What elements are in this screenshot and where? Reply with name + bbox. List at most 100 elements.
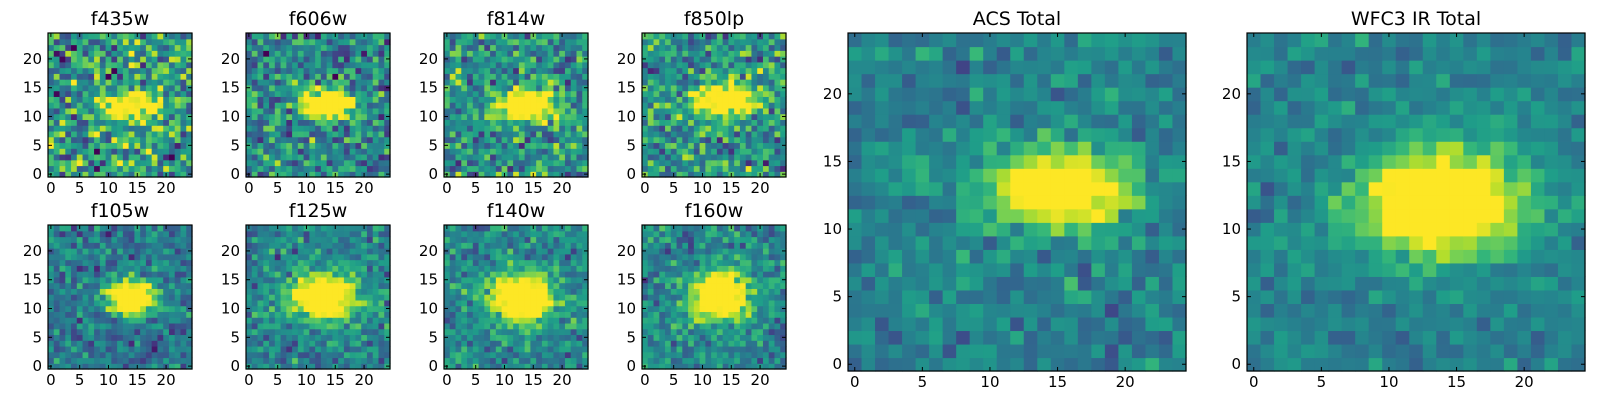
heatmap-cell	[676, 165, 683, 172]
heatmap-cell	[688, 38, 695, 46]
heatmap-cell	[762, 119, 770, 126]
heatmap-cell	[111, 56, 118, 63]
heatmap-cell	[343, 90, 351, 97]
heatmap-cell	[570, 56, 578, 63]
heatmap-cell	[53, 107, 61, 115]
heatmap-cell	[326, 363, 333, 370]
heatmap-cell	[665, 363, 672, 370]
heatmap-cell	[338, 322, 345, 330]
heatmap-cell	[315, 153, 322, 161]
heatmap-cell	[349, 142, 357, 149]
heatmap-cell	[745, 130, 753, 138]
heatmap-cell	[495, 50, 503, 57]
heatmap-cell	[361, 107, 368, 115]
heatmap-cell	[541, 225, 549, 232]
heatmap-cell	[384, 67, 391, 74]
heatmap-cell	[117, 107, 124, 115]
heatmap-cell	[722, 119, 729, 126]
y-tick-label: 15	[221, 271, 240, 289]
heatmap-cell	[676, 363, 683, 370]
heatmap-cell	[163, 322, 170, 330]
heatmap-cell	[553, 363, 560, 370]
heatmap-cell	[670, 317, 678, 324]
heatmap-cell	[653, 38, 660, 46]
heatmap-cell	[524, 328, 531, 336]
heatmap-cell	[303, 165, 310, 172]
heatmap-cell	[117, 171, 124, 178]
heatmap-cell	[449, 113, 457, 120]
heatmap-cell	[467, 142, 474, 149]
heatmap-cell	[693, 345, 701, 353]
heatmap-cell	[490, 73, 497, 80]
heatmap-cell	[518, 236, 526, 243]
heatmap-cell	[174, 96, 182, 103]
heatmap-cell	[151, 345, 159, 353]
heatmap-cell	[780, 357, 787, 364]
heatmap-cell	[48, 90, 55, 97]
heatmap-cell	[780, 130, 787, 138]
heatmap-cell	[739, 142, 747, 149]
heatmap-cell	[688, 311, 695, 318]
heatmap-cell	[495, 351, 503, 359]
heatmap-cell	[541, 84, 549, 92]
heatmap-cell	[269, 44, 276, 51]
heatmap-cell	[762, 38, 770, 46]
heatmap-cell	[105, 90, 112, 97]
heatmap-cell	[168, 236, 176, 243]
heatmap-cell	[455, 119, 462, 126]
heatmap-cell	[94, 328, 101, 336]
heatmap-cell	[372, 165, 380, 172]
heatmap-cell	[734, 38, 741, 46]
heatmap-cell	[518, 102, 526, 109]
heatmap-cell	[263, 334, 270, 341]
heatmap-cell	[642, 165, 649, 172]
heatmap-cell	[536, 90, 543, 97]
heatmap-cell	[297, 299, 305, 307]
heatmap-cell	[82, 305, 89, 312]
heatmap-cell	[263, 317, 270, 324]
heatmap-cell	[547, 265, 555, 272]
heatmap-cell	[576, 107, 583, 115]
heatmap-cell	[722, 334, 729, 341]
heatmap-cell	[774, 345, 781, 353]
heatmap-cell	[303, 345, 310, 353]
heatmap-cell	[693, 357, 701, 364]
heatmap-cell	[518, 125, 526, 132]
heatmap-cell	[780, 90, 787, 97]
heatmap-cell	[355, 159, 362, 167]
heatmap-cell	[134, 345, 141, 353]
heatmap-cell	[105, 294, 112, 301]
heatmap-cell	[711, 56, 718, 63]
heatmap-cell	[490, 130, 497, 138]
heatmap-cell	[495, 130, 503, 138]
heatmap-cell	[251, 33, 259, 40]
heatmap-cell	[507, 136, 514, 144]
heatmap-cell	[378, 171, 385, 178]
heatmap-cell	[484, 242, 491, 249]
heatmap-cell	[309, 119, 316, 126]
heatmap-cell	[168, 50, 176, 57]
heatmap-cell	[541, 142, 549, 149]
heatmap-cell	[449, 288, 457, 295]
heatmap-cell	[682, 345, 689, 353]
heatmap-cell	[157, 73, 164, 80]
heatmap-cell	[553, 299, 560, 307]
heatmap-cell	[564, 79, 572, 86]
heatmap-cell	[48, 265, 55, 272]
heatmap-cell	[653, 113, 660, 120]
x-tick-label: 20	[553, 179, 572, 197]
heatmap-cell	[449, 130, 457, 138]
heatmap-cell	[711, 38, 718, 46]
heatmap-cell	[553, 351, 560, 359]
heatmap-cell	[745, 142, 753, 149]
heatmap-cell	[642, 119, 649, 126]
heatmap-cell	[467, 56, 474, 63]
heatmap-cell	[263, 294, 270, 301]
heatmap-cell	[570, 96, 578, 103]
heatmap-cell	[174, 107, 182, 115]
heatmap-cell	[582, 44, 589, 51]
heatmap-cell	[140, 242, 147, 249]
heatmap-cell	[355, 102, 362, 109]
heatmap-cell	[384, 136, 391, 144]
heatmap-cell	[111, 79, 118, 86]
